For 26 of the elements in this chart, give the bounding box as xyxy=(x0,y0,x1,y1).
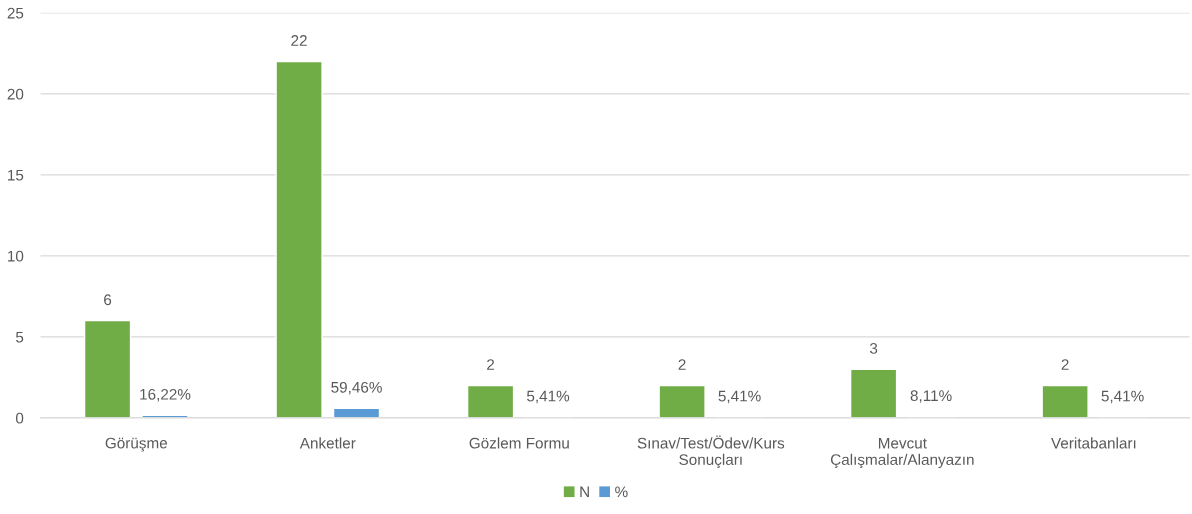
data-label: 59,46% xyxy=(331,381,382,395)
data-label: 5,41% xyxy=(718,390,761,404)
legend-label: N xyxy=(580,486,589,498)
data-label: 2 xyxy=(487,359,495,370)
data-label: 22 xyxy=(291,35,307,46)
y-tick-label: 25 xyxy=(7,7,24,19)
data-label: 8,11% xyxy=(910,390,952,403)
x-tick-label: Veritabanları xyxy=(1051,437,1136,449)
x-tick-label: Mevcut Çalışmalar/Alanyazın xyxy=(830,437,974,469)
y-tick-label: 15 xyxy=(8,169,24,181)
data-label: 3 xyxy=(869,342,878,354)
data-label: 16,22% xyxy=(140,388,191,402)
x-tick-label: Anketler xyxy=(299,437,356,449)
data-label: 6 xyxy=(104,294,112,306)
x-tick-label: Görüşme xyxy=(105,437,168,452)
y-tick-label: 5 xyxy=(15,331,24,343)
x-tick-label: Sınav/Test/Ödev/Kurs Sonuçları xyxy=(637,435,785,469)
data-label: 5,41% xyxy=(1101,390,1144,404)
y-tick-label: 10 xyxy=(8,250,24,262)
data-label: 2 xyxy=(1061,359,1069,370)
legend-label: % xyxy=(615,486,628,498)
x-tick-label: Gözlem Formu xyxy=(469,437,569,449)
y-tick-label: 20 xyxy=(7,88,24,100)
data-label: 5,41% xyxy=(526,390,570,404)
data-label: 2 xyxy=(678,359,686,370)
y-tick-label: 0 xyxy=(15,412,24,424)
